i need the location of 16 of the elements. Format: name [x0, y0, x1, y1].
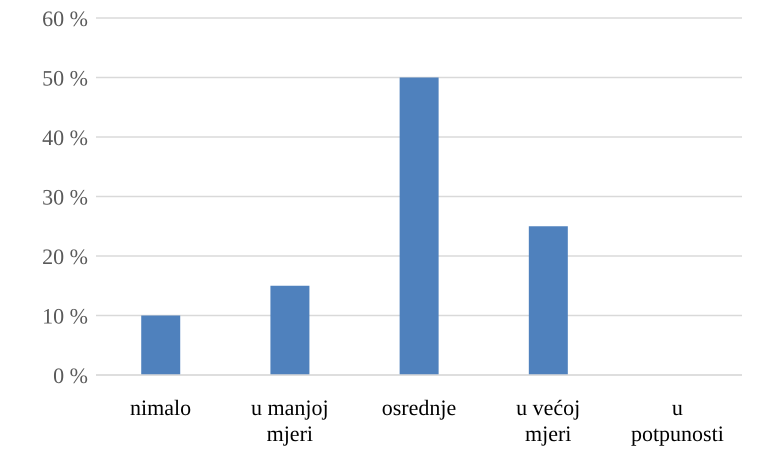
- x-tick-label: osrednje: [382, 395, 456, 420]
- y-tick-label: 10 %: [42, 303, 88, 328]
- y-tick-label: 20 %: [42, 244, 88, 269]
- y-tick-label: 40 %: [42, 124, 88, 150]
- x-tick-label: u većoj mjeri: [516, 395, 580, 446]
- bar: [270, 286, 310, 375]
- x-tick-label: u potpunosti: [630, 395, 724, 446]
- bar: [141, 316, 180, 375]
- x-tick-label: u manjoj mjeri: [250, 395, 329, 446]
- bar: [528, 226, 568, 375]
- bar: [400, 78, 439, 375]
- y-tick-label: 50 %: [42, 65, 88, 90]
- y-tick-label: 60 %: [42, 6, 88, 31]
- y-tick-label: 0 %: [53, 362, 88, 388]
- x-tick-label: nimalo: [130, 395, 192, 420]
- y-tick-label: 30 %: [42, 184, 88, 210]
